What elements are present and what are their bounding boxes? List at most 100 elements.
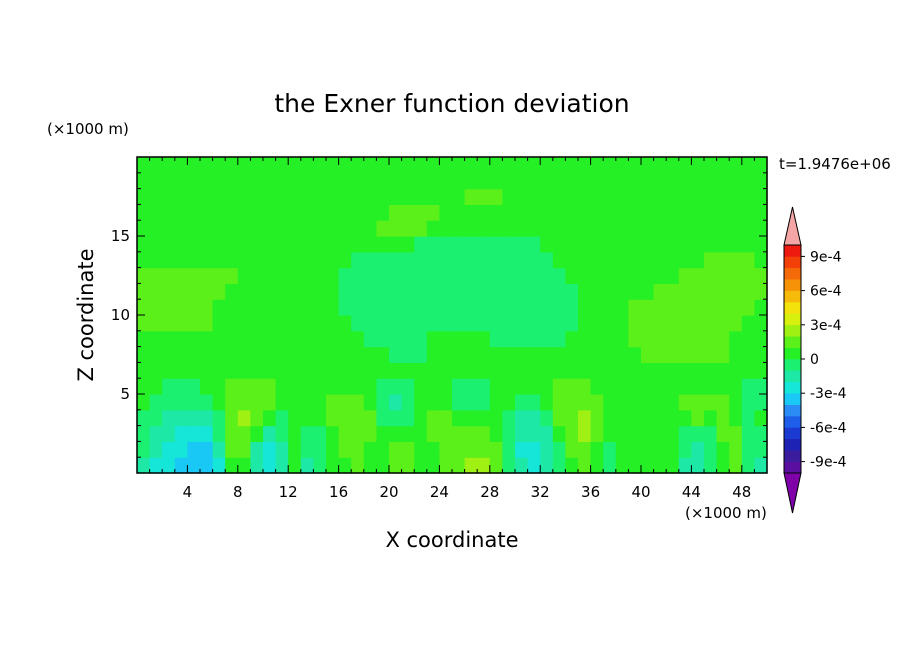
heatmap-cell <box>691 172 705 190</box>
heatmap-cell <box>401 378 415 395</box>
heatmap-cell <box>729 441 743 458</box>
heatmap-cell <box>527 283 541 300</box>
heatmap-cell <box>502 409 516 427</box>
heatmap-cell <box>716 299 730 316</box>
heatmap-cell <box>149 330 163 348</box>
heatmap-cell <box>691 188 705 205</box>
x-tick-label: 16 <box>329 483 348 501</box>
heatmap-cell <box>578 378 592 395</box>
heatmap-cell <box>603 346 617 363</box>
heatmap-cell <box>351 425 365 442</box>
heatmap-cell <box>452 378 466 395</box>
heatmap-cell <box>174 425 188 442</box>
heatmap-cell <box>288 362 302 379</box>
heatmap-cell <box>653 157 667 174</box>
heatmap-cell <box>275 346 289 363</box>
heatmap-cell <box>527 188 541 205</box>
heatmap-cell <box>376 251 390 269</box>
heatmap-cell <box>666 457 680 474</box>
heatmap-cell <box>288 267 302 284</box>
heatmap-cell <box>149 188 163 205</box>
heatmap-cell <box>641 346 655 363</box>
heatmap-cell <box>426 394 440 411</box>
heatmap-cell <box>653 251 667 269</box>
heatmap-cell <box>666 157 680 174</box>
heatmap-cell <box>414 315 428 332</box>
heatmap-cell <box>275 188 289 205</box>
colorbar: -9e-4 -6e-4 -3e-4 0 3e-4 6e-4 9e-4 <box>783 206 847 514</box>
heatmap-cell <box>300 441 314 458</box>
heatmap-cell <box>137 362 151 379</box>
heatmap-cell <box>389 409 403 427</box>
heatmap-cell <box>263 220 277 237</box>
heatmap-cell <box>641 425 655 442</box>
heatmap-cell <box>653 394 667 411</box>
heatmap-cell <box>628 394 642 411</box>
heatmap-cell <box>489 283 503 300</box>
heatmap-cell <box>678 441 692 458</box>
heatmap-cell <box>565 457 579 474</box>
heatmap-cell <box>489 204 503 221</box>
colorbar-segment <box>784 381 801 394</box>
heatmap-cell <box>477 378 491 395</box>
heatmap-cell <box>426 283 440 300</box>
heatmap-cell <box>376 315 390 332</box>
heatmap-cell <box>137 283 151 300</box>
heatmap-cell <box>439 378 453 395</box>
heatmap-cell <box>641 220 655 237</box>
heatmap-cell <box>540 425 554 442</box>
heatmap-cell <box>515 283 529 300</box>
heatmap-cell <box>288 425 302 442</box>
heatmap-cell <box>389 299 403 316</box>
heatmap-cell <box>439 394 453 411</box>
heatmap-cell <box>426 330 440 348</box>
heatmap-cell <box>565 441 579 458</box>
heatmap-cell <box>628 299 642 316</box>
heatmap-cell <box>288 346 302 363</box>
heatmap-cell <box>275 362 289 379</box>
heatmap-cell <box>754 315 768 332</box>
heatmap-cell <box>552 378 566 395</box>
heatmap-cell <box>741 346 755 363</box>
heatmap-cell <box>137 251 151 269</box>
heatmap-cell <box>565 378 579 395</box>
heatmap-cell <box>628 267 642 284</box>
heatmap-cell <box>464 204 478 221</box>
heatmap-cell <box>149 283 163 300</box>
heatmap-cell <box>527 394 541 411</box>
heatmap-cell <box>615 283 629 300</box>
heatmap-cell <box>326 425 340 442</box>
heatmap-cell <box>653 236 667 253</box>
heatmap-cell <box>174 330 188 348</box>
heatmap-cell <box>452 283 466 300</box>
heatmap-cell <box>313 409 327 427</box>
heatmap-cell <box>439 251 453 269</box>
colorbar-segment <box>784 256 801 269</box>
heatmap-cell <box>464 251 478 269</box>
heatmap-cell <box>729 157 743 174</box>
heatmap-cell <box>515 157 529 174</box>
heatmap-cell <box>313 315 327 332</box>
heatmap-cell <box>313 441 327 458</box>
heatmap-cell <box>376 157 390 174</box>
heatmap-cell <box>225 362 239 379</box>
colorbar-segment <box>784 461 801 474</box>
heatmap-cell <box>666 346 680 363</box>
heatmap-cell <box>275 409 289 427</box>
heatmap-cell <box>363 251 377 269</box>
heatmap-cell <box>691 425 705 442</box>
heatmap-cell <box>401 394 415 411</box>
heatmap-cell <box>376 267 390 284</box>
heatmap-cell <box>666 330 680 348</box>
heatmap-cell <box>578 457 592 474</box>
heatmap-cell <box>414 188 428 205</box>
heatmap-cell <box>237 330 251 348</box>
heatmap-cell <box>162 315 176 332</box>
heatmap-cell <box>653 204 667 221</box>
heatmap-cell <box>678 299 692 316</box>
heatmap-cell <box>162 330 176 348</box>
heatmap-cell <box>552 267 566 284</box>
heatmap-cell <box>137 409 151 427</box>
heatmap-cell <box>578 283 592 300</box>
heatmap-cell <box>527 236 541 253</box>
